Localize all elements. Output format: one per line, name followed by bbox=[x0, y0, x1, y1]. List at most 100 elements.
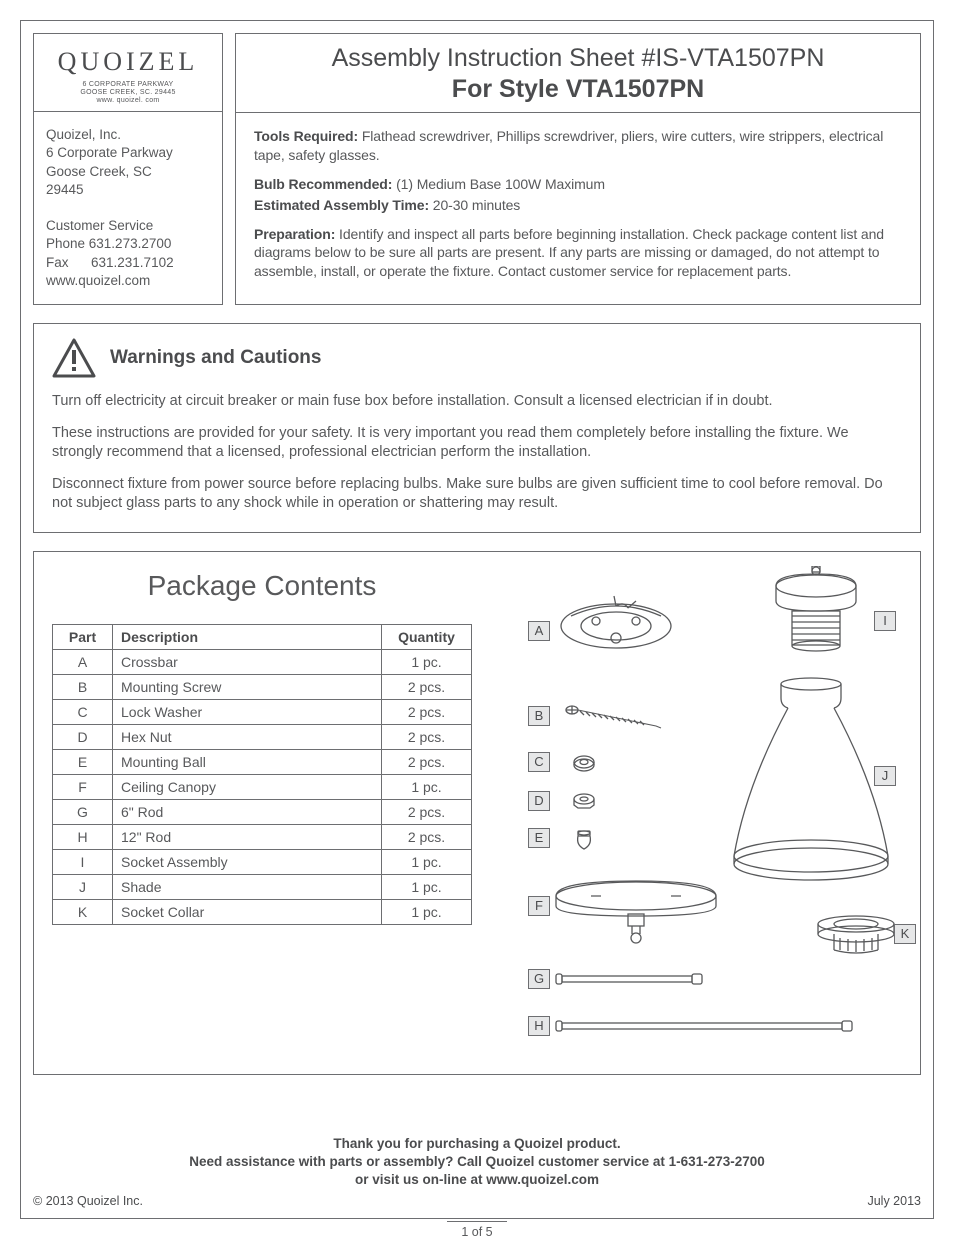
company-addr1: 6 Corporate Parkway bbox=[46, 144, 210, 162]
cell-part: K bbox=[53, 899, 113, 924]
cell-desc: Shade bbox=[113, 874, 382, 899]
pc-left: Package Contents Part Description Quanti… bbox=[52, 566, 472, 925]
cell-qty: 2 pcs. bbox=[382, 674, 472, 699]
footer-l1: Thank you for purchasing a Quoizel produ… bbox=[33, 1135, 921, 1153]
cs-fax: Fax 631.231.7102 bbox=[46, 254, 210, 272]
cell-desc: Socket Assembly bbox=[113, 849, 382, 874]
table-row: ACrossbar1 pc. bbox=[53, 649, 472, 674]
time-line: Estimated Assembly Time: 20-30 minutes bbox=[254, 196, 902, 215]
table-row: CLock Washer2 pcs. bbox=[53, 699, 472, 724]
prep-label: Preparation: bbox=[254, 226, 335, 242]
warn-head: Warnings and Cautions bbox=[52, 338, 902, 378]
cell-desc: Mounting Ball bbox=[113, 749, 382, 774]
diagram-label-f: F bbox=[528, 896, 550, 916]
diagram-label-k: K bbox=[894, 924, 916, 944]
cell-part: G bbox=[53, 799, 113, 824]
copyright: © 2013 Quoizel Inc. bbox=[33, 1193, 143, 1210]
diagram-label-j: J bbox=[874, 766, 896, 786]
cell-desc: Ceiling Canopy bbox=[113, 774, 382, 799]
cell-qty: 1 pc. bbox=[382, 849, 472, 874]
parts-table: Part Description Quantity ACrossbar1 pc.… bbox=[52, 624, 472, 925]
title-line1: Assembly Instruction Sheet #IS-VTA1507PN bbox=[254, 44, 902, 73]
warn-p2: These instructions are provided for your… bbox=[52, 424, 902, 463]
table-row: ISocket Assembly1 pc. bbox=[53, 849, 472, 874]
table-row: EMounting Ball2 pcs. bbox=[53, 749, 472, 774]
warnings-box: Warnings and Cautions Turn off electrici… bbox=[33, 323, 921, 533]
cell-part: C bbox=[53, 699, 113, 724]
footer-date: July 2013 bbox=[867, 1193, 921, 1210]
copyright-text: 2013 Quoizel Inc. bbox=[46, 1194, 143, 1208]
cell-part: A bbox=[53, 649, 113, 674]
cs-phone: Phone 631.273.2700 bbox=[46, 235, 210, 253]
table-row: FCeiling Canopy1 pc. bbox=[53, 774, 472, 799]
logo-sub: 6 CORPORATE PARKWAY GOOSE CREEK, SC. 294… bbox=[46, 81, 210, 105]
footer: Thank you for purchasing a Quoizel produ… bbox=[33, 1135, 921, 1211]
foot-row: © 2013 Quoizel Inc. July 2013 bbox=[33, 1193, 921, 1210]
prep-text: Identify and inspect all parts before be… bbox=[254, 226, 884, 280]
cell-desc: Crossbar bbox=[113, 649, 382, 674]
table-row: DHex Nut2 pcs. bbox=[53, 724, 472, 749]
cell-desc: Socket Collar bbox=[113, 899, 382, 924]
cell-qty: 2 pcs. bbox=[382, 699, 472, 724]
table-row: KSocket Collar1 pc. bbox=[53, 899, 472, 924]
table-row: G6" Rod2 pcs. bbox=[53, 799, 472, 824]
cell-part: D bbox=[53, 724, 113, 749]
title-head: Assembly Instruction Sheet #IS-VTA1507PN… bbox=[236, 34, 920, 113]
page: QUOIZEL 6 CORPORATE PARKWAY GOOSE CREEK,… bbox=[20, 20, 934, 1219]
tools-label: Tools Required: bbox=[254, 128, 358, 144]
table-row: JShade1 pc. bbox=[53, 874, 472, 899]
cell-qty: 2 pcs. bbox=[382, 799, 472, 824]
bulb-text: (1) Medium Base 100W Maximum bbox=[392, 176, 605, 192]
footer-l3: or visit us on-line at www.quoizel.com bbox=[33, 1171, 921, 1189]
package-contents-box: Package Contents Part Description Quanti… bbox=[33, 551, 921, 1075]
cell-part: B bbox=[53, 674, 113, 699]
cell-desc: Hex Nut bbox=[113, 724, 382, 749]
cell-qty: 1 pc. bbox=[382, 899, 472, 924]
cell-part: F bbox=[53, 774, 113, 799]
col-desc: Description bbox=[113, 624, 382, 649]
company-zip: 29445 bbox=[46, 181, 210, 199]
time-label: Estimated Assembly Time: bbox=[254, 197, 429, 213]
logo-text: QUOIZEL bbox=[46, 44, 210, 79]
cell-qty: 2 pcs. bbox=[382, 824, 472, 849]
logo-line3: www. quoizel. com bbox=[46, 97, 210, 105]
table-row: BMounting Screw2 pcs. bbox=[53, 674, 472, 699]
address-block: Quoizel, Inc. 6 Corporate Parkway Goose … bbox=[46, 126, 210, 199]
logo-line2: GOOSE CREEK, SC. 29445 bbox=[46, 89, 210, 97]
prep-line: Preparation: Identify and inspect all pa… bbox=[254, 225, 902, 282]
top-row: QUOIZEL 6 CORPORATE PARKWAY GOOSE CREEK,… bbox=[33, 33, 921, 305]
cell-desc: 6" Rod bbox=[113, 799, 382, 824]
warn-title: Warnings and Cautions bbox=[110, 347, 321, 369]
parts-diagram: A B C D E F G H I J K bbox=[496, 566, 902, 1056]
logo-line1: 6 CORPORATE PARKWAY bbox=[46, 81, 210, 89]
diagram-label-a: A bbox=[528, 621, 550, 641]
page-number: 1 of 5 bbox=[447, 1221, 507, 1239]
cs-label: Customer Service bbox=[46, 217, 210, 235]
pc-row: Package Contents Part Description Quanti… bbox=[52, 566, 902, 1056]
cell-qty: 2 pcs. bbox=[382, 749, 472, 774]
diagram-label-i: I bbox=[874, 611, 896, 631]
diagram-label-h: H bbox=[528, 1016, 550, 1036]
footer-l2: Need assistance with parts or assembly? … bbox=[33, 1153, 921, 1171]
title-box: Assembly Instruction Sheet #IS-VTA1507PN… bbox=[235, 33, 921, 305]
cell-part: I bbox=[53, 849, 113, 874]
company-info-box: QUOIZEL 6 CORPORATE PARKWAY GOOSE CREEK,… bbox=[33, 33, 223, 305]
bulb-label: Bulb Recommended: bbox=[254, 176, 392, 192]
cell-part: H bbox=[53, 824, 113, 849]
diagram-label-g: G bbox=[528, 969, 550, 989]
time-text: 20-30 minutes bbox=[429, 197, 520, 213]
col-qty: Quantity bbox=[382, 624, 472, 649]
diagram-label-e: E bbox=[528, 828, 550, 848]
warn-p3: Disconnect fixture from power source bef… bbox=[52, 475, 902, 514]
cell-part: J bbox=[53, 874, 113, 899]
divider bbox=[34, 111, 222, 112]
pc-heading: Package Contents bbox=[52, 570, 472, 602]
table-row: H12" Rod2 pcs. bbox=[53, 824, 472, 849]
bulb-line: Bulb Recommended: (1) Medium Base 100W M… bbox=[254, 175, 902, 194]
cell-qty: 1 pc. bbox=[382, 774, 472, 799]
diagram-label-c: C bbox=[528, 752, 550, 772]
diagram-label-b: B bbox=[528, 706, 550, 726]
diagram-label-d: D bbox=[528, 791, 550, 811]
cell-qty: 1 pc. bbox=[382, 874, 472, 899]
cell-qty: 1 pc. bbox=[382, 649, 472, 674]
